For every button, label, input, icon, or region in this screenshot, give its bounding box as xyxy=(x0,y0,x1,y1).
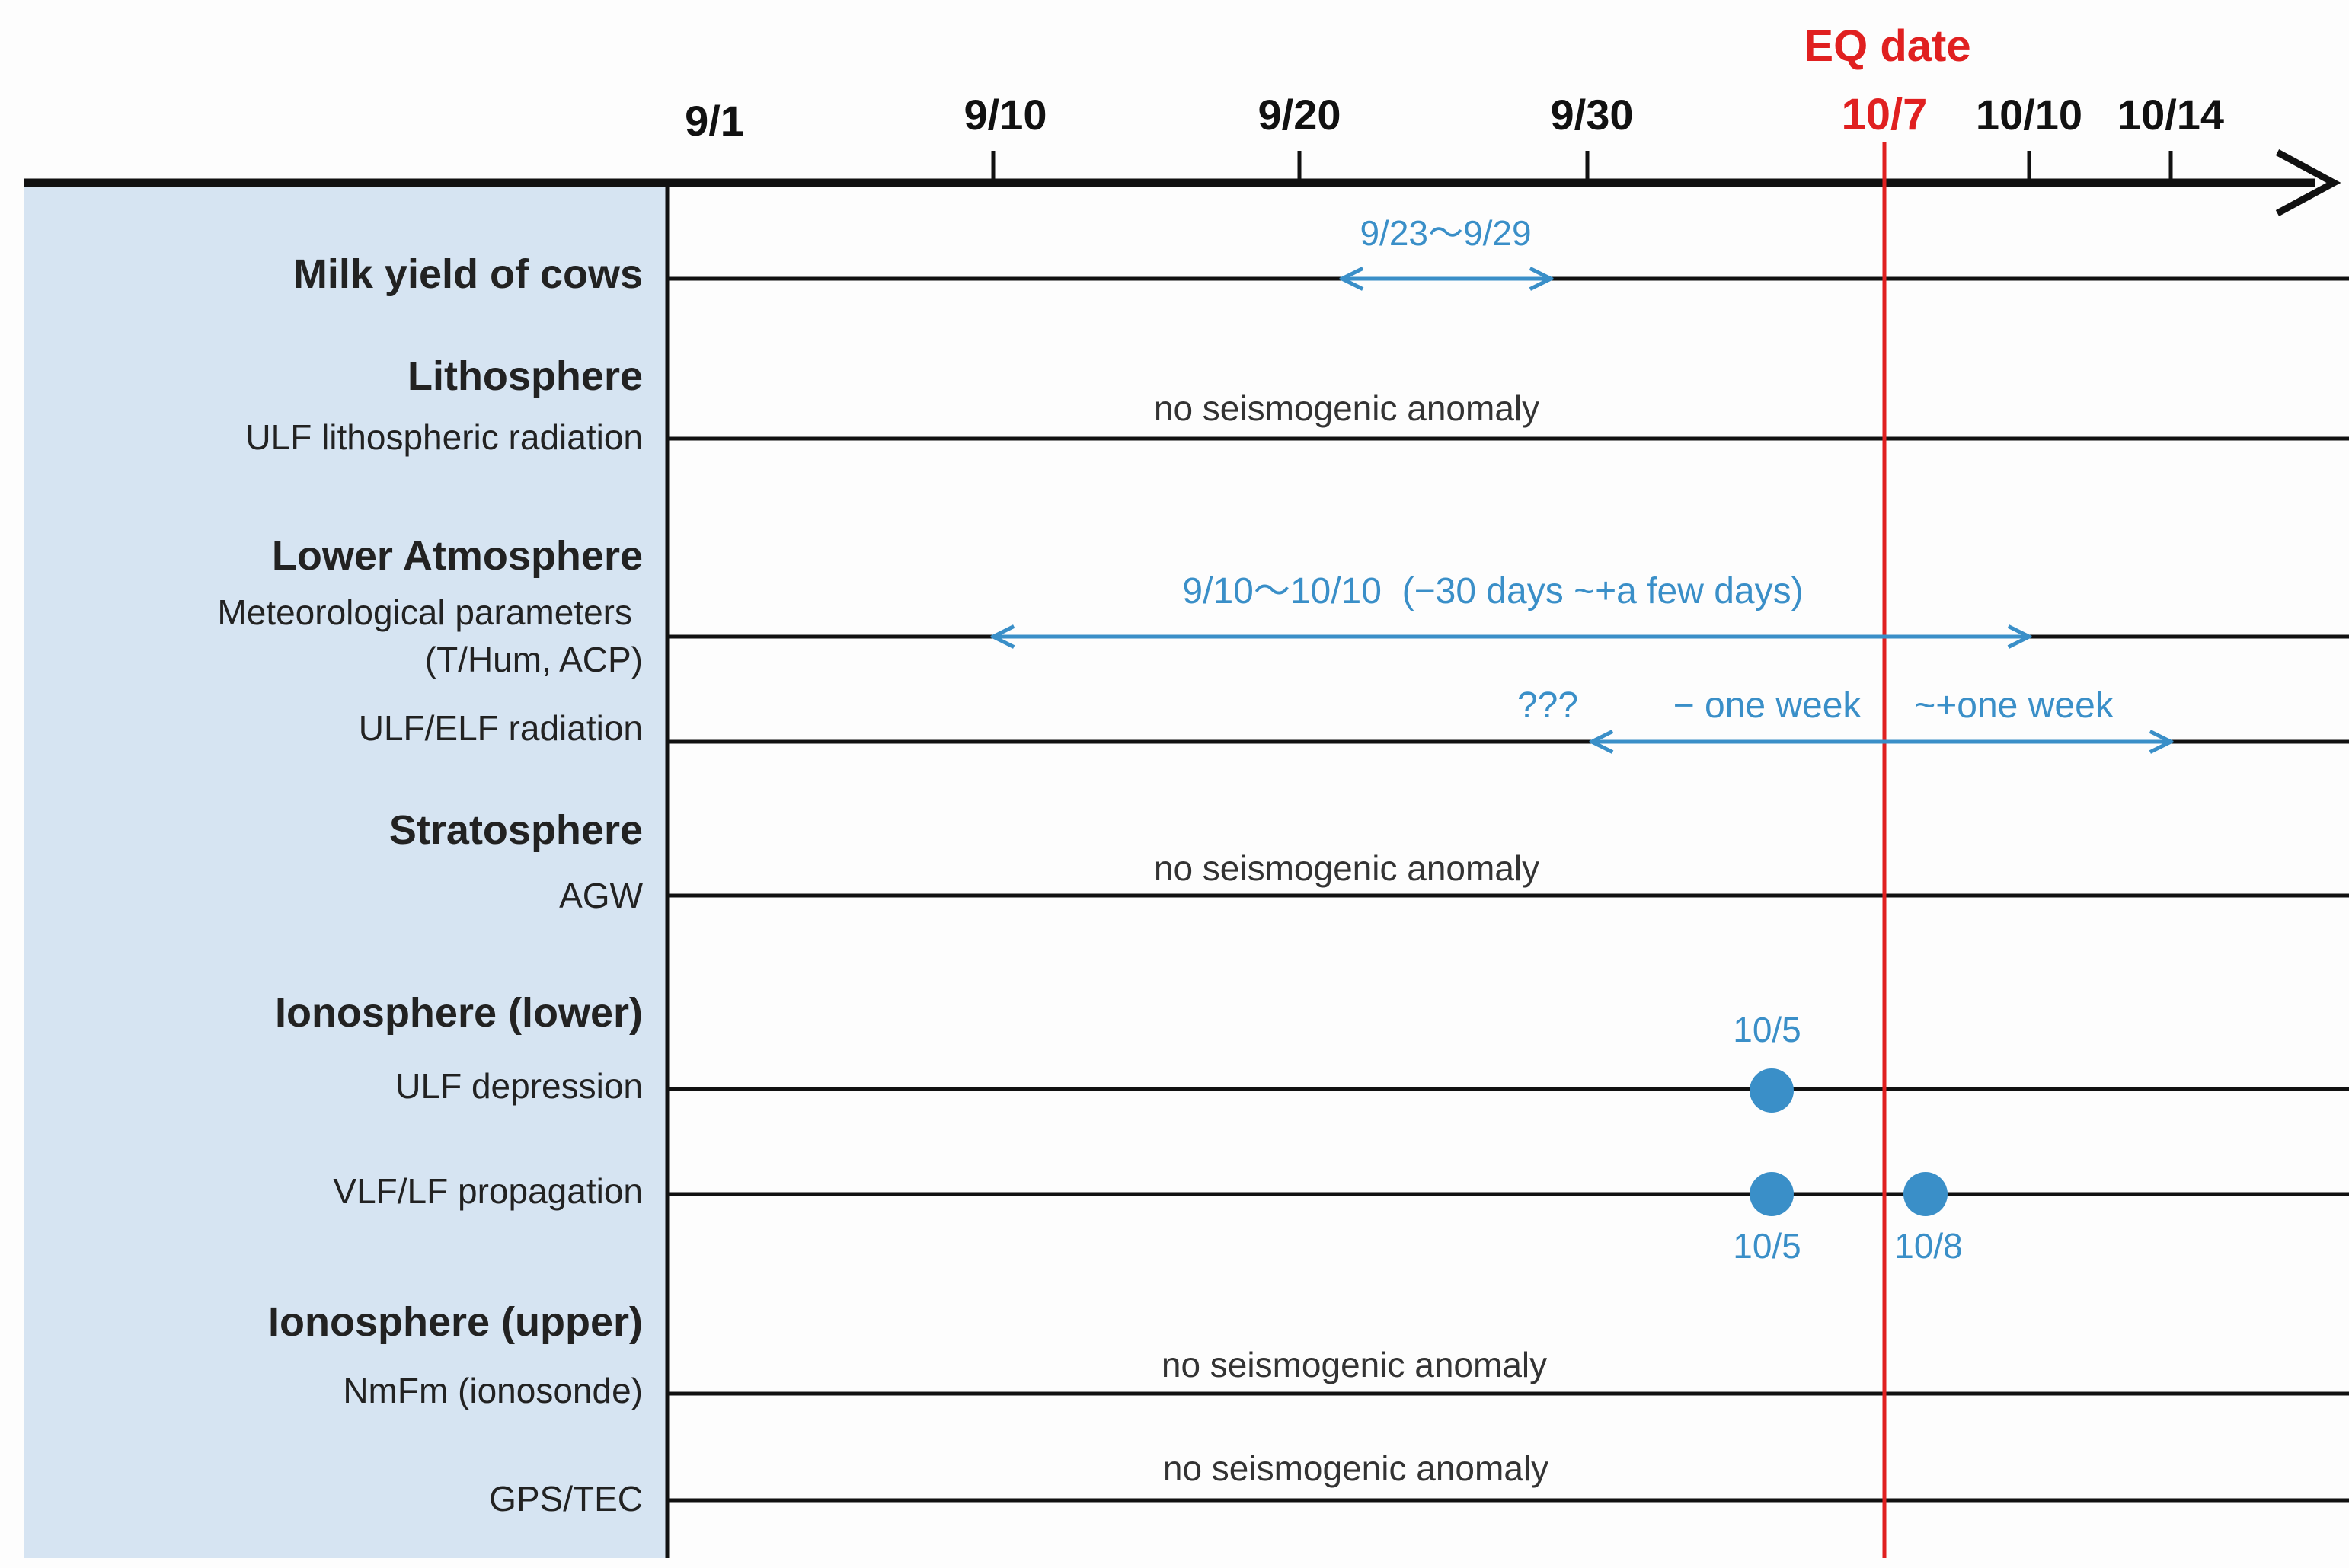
vlf-lf-date-10-8: 10/8 xyxy=(1894,1226,1963,1266)
tick-label-9-30: 9/30 xyxy=(1551,91,1634,139)
row-sub-ulf-depression: ULF depression xyxy=(395,1066,643,1106)
label-panel xyxy=(24,183,667,1558)
row-heading-milk-yield: Milk yield of cows xyxy=(293,251,643,297)
lithosphere-no-anomaly: no seismogenic anomaly xyxy=(1154,388,1539,428)
ulf-depression-point xyxy=(1750,1068,1794,1113)
row-sub-agw: AGW xyxy=(559,876,643,915)
lower-atmosphere-range-label: 9/10～10/10 (−30 days ~+a few days) xyxy=(1182,571,1803,612)
row-heading-lithosphere: Lithosphere xyxy=(407,353,643,399)
axis-arrowhead xyxy=(2275,149,2341,216)
row-sub-gps-tec: GPS/TEC xyxy=(489,1479,643,1519)
tick-label-9-20: 9/20 xyxy=(1258,91,1341,139)
gps-tec-no-anomaly: no seismogenic anomaly xyxy=(1163,1448,1548,1488)
nmfm-no-anomaly: no seismogenic anomaly xyxy=(1162,1345,1547,1384)
tick-label-10-7: 10/7 xyxy=(1842,90,1928,139)
row-heading-lower-atmosphere: Lower Atmosphere xyxy=(272,533,643,579)
row-sub-nmfm: NmFm (ionosonde) xyxy=(343,1371,643,1410)
ulf-elf-unknown-label: ??? xyxy=(1517,685,1578,726)
ulf-elf-before-label: − one week xyxy=(1673,685,1862,726)
row-heading-ionosphere-upper: Ionosphere (upper) xyxy=(268,1299,643,1345)
tick-label-10-14: 10/14 xyxy=(2117,91,2224,139)
stratosphere-no-anomaly: no seismogenic anomaly xyxy=(1154,848,1539,888)
row-sub-vlf-lf: VLF/LF propagation xyxy=(333,1171,643,1211)
tick-label-10-10: 10/10 xyxy=(1976,91,2082,139)
milk-yield-range-label: 9/23～9/29 xyxy=(1360,213,1531,253)
ulf-depression-date: 10/5 xyxy=(1733,1010,1801,1049)
tick-label-9-1: 9/1 xyxy=(685,97,744,145)
row-sub-meteorological-params: (T/Hum, ACP) xyxy=(425,640,643,679)
tick-label-9-10: 9/10 xyxy=(964,91,1047,139)
row-heading-stratosphere: Stratosphere xyxy=(389,807,643,853)
vlf-lf-point-10-8 xyxy=(1903,1172,1948,1216)
row-heading-ionosphere-lower: Ionosphere (lower) xyxy=(275,990,643,1036)
row-sub-meteorological: Meteorological parameters xyxy=(217,592,632,632)
vlf-lf-point-10-5 xyxy=(1750,1172,1794,1216)
row-sub-ulf-lithospheric: ULF lithospheric radiation xyxy=(245,417,643,457)
ulf-elf-after-label: ~+one week xyxy=(1914,685,2114,726)
vlf-lf-date-10-5: 10/5 xyxy=(1733,1226,1801,1266)
eq-date-label: EQ date xyxy=(1804,21,1970,71)
row-sub-ulf-elf: ULF/ELF radiation xyxy=(359,708,643,748)
